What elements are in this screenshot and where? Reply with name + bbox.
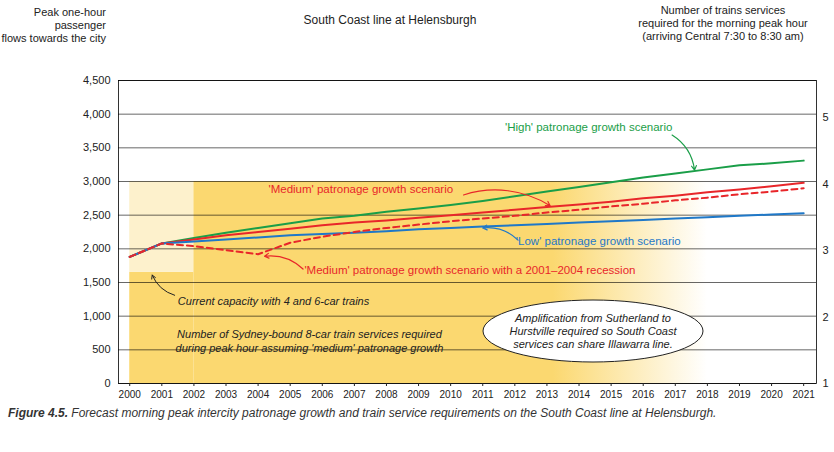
- svg-text:2015: 2015: [600, 389, 623, 400]
- svg-text:1: 1: [823, 377, 829, 389]
- svg-text:Amplification from Sutherland: Amplification from Sutherland toHurstvil…: [510, 312, 678, 350]
- svg-text:5: 5: [823, 111, 829, 123]
- svg-text:2018: 2018: [696, 389, 719, 400]
- svg-text:2017: 2017: [664, 389, 687, 400]
- svg-text:2014: 2014: [568, 389, 591, 400]
- svg-text:2003: 2003: [215, 389, 238, 400]
- svg-text:3: 3: [823, 244, 829, 256]
- svg-text:2016: 2016: [632, 389, 655, 400]
- svg-text:2000: 2000: [119, 389, 142, 400]
- svg-text:4,000: 4,000: [83, 108, 111, 120]
- svg-text:1,000: 1,000: [83, 310, 111, 322]
- svg-text:'Medium' patronage growth scen: 'Medium' patronage growth scenario: [268, 183, 453, 195]
- svg-text:2008: 2008: [375, 389, 398, 400]
- svg-text:2,500: 2,500: [83, 209, 111, 221]
- svg-text:2012: 2012: [504, 389, 527, 400]
- svg-text:4,500: 4,500: [83, 74, 111, 86]
- svg-text:2019: 2019: [728, 389, 751, 400]
- svg-text:4: 4: [823, 178, 829, 190]
- html-text:South Coast line at Helensburg: South Coast line at Helensburgh: [303, 13, 477, 27]
- svg-text:2021: 2021: [793, 389, 816, 400]
- svg-text:2002: 2002: [183, 389, 206, 400]
- svg-text:2013: 2013: [536, 389, 559, 400]
- svg-text:'Medium' patronage growth scen: 'Medium' patronage growth scenario with …: [304, 264, 635, 276]
- svg-text:3,500: 3,500: [83, 141, 111, 153]
- svg-text:2009: 2009: [407, 389, 430, 400]
- svg-text:2006: 2006: [311, 389, 334, 400]
- svg-text:Number of Sydney-bound 8-car t: Number of Sydney-bound 8-car train servi…: [176, 328, 444, 354]
- html-text:Peak one-hour passenger flows: Peak one-hour passenger flows towards th…: [1, 6, 106, 44]
- svg-text:2011: 2011: [472, 389, 494, 400]
- svg-text:'Low' patronage growth scenari: 'Low' patronage growth scenario: [516, 235, 681, 247]
- svg-text:2,000: 2,000: [83, 242, 111, 254]
- svg-text:2: 2: [823, 311, 829, 323]
- html-text:Figure 4.5. Forecast morning p: Figure 4.5. Forecast morning peak interc…: [8, 406, 717, 420]
- svg-text:0: 0: [104, 377, 110, 389]
- svg-text:1,500: 1,500: [83, 276, 111, 288]
- svg-text:2007: 2007: [343, 389, 366, 400]
- svg-text:'High' patronage growth scenar: 'High' patronage growth scenario: [505, 121, 672, 133]
- svg-text:Current capacity with 4 and 6-: Current capacity with 4 and 6-car trains: [178, 295, 370, 307]
- svg-text:2005: 2005: [279, 389, 302, 400]
- svg-text:2010: 2010: [440, 389, 463, 400]
- svg-text:3,000: 3,000: [83, 175, 111, 187]
- html-text:Number of trains services requ: Number of trains services required for t…: [638, 4, 808, 42]
- svg-text:2020: 2020: [760, 389, 783, 400]
- svg-text:2004: 2004: [247, 389, 270, 400]
- svg-text:2001: 2001: [151, 389, 174, 400]
- svg-text:500: 500: [92, 343, 110, 355]
